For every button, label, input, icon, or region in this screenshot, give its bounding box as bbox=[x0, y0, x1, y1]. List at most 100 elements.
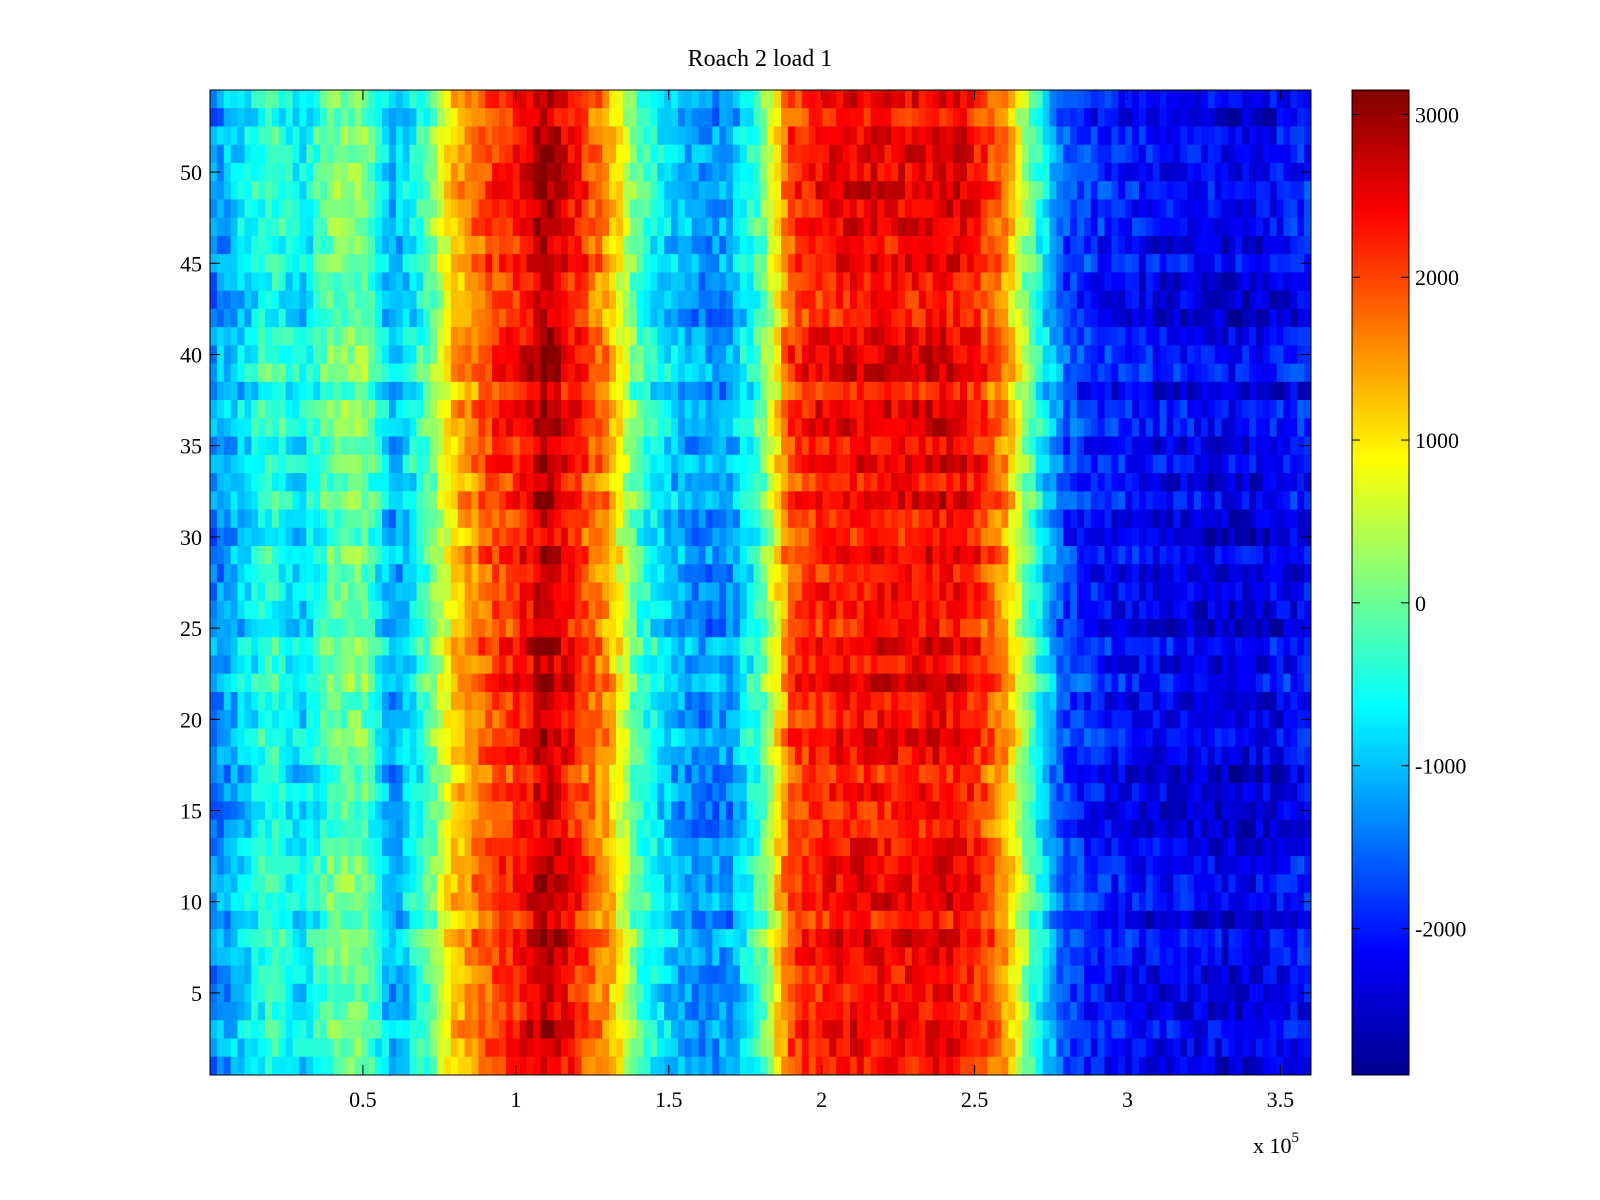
heatmap-cell bbox=[698, 363, 707, 383]
heatmap-cell bbox=[829, 582, 837, 602]
heatmap-cell bbox=[1090, 381, 1099, 401]
heatmap-cell bbox=[905, 509, 913, 529]
heatmap-cell bbox=[801, 308, 810, 328]
heatmap-cell bbox=[801, 144, 810, 164]
heatmap-cell bbox=[746, 199, 755, 219]
heatmap-cell bbox=[836, 199, 844, 219]
heatmap-cell bbox=[299, 546, 307, 565]
heatmap-cell bbox=[1145, 436, 1154, 456]
heatmap-cell bbox=[732, 400, 741, 419]
heatmap-cell bbox=[1283, 637, 1291, 657]
heatmap-cell bbox=[698, 454, 707, 474]
heatmap-cell bbox=[223, 473, 232, 492]
heatmap-cell bbox=[395, 181, 404, 201]
heatmap-cell bbox=[382, 217, 390, 237]
heatmap-cell bbox=[781, 637, 789, 657]
heatmap-cell bbox=[416, 637, 424, 657]
heatmap-cell bbox=[994, 436, 1002, 456]
heatmap-cell bbox=[698, 162, 707, 182]
heatmap-cell bbox=[457, 436, 466, 456]
heatmap-cell bbox=[540, 254, 548, 274]
heatmap-cell bbox=[595, 235, 603, 255]
heatmap-cell bbox=[457, 363, 466, 383]
heatmap-cell bbox=[292, 90, 301, 109]
heatmap-cell bbox=[1077, 381, 1085, 401]
heatmap-cell bbox=[843, 564, 851, 584]
heatmap-cell bbox=[863, 345, 872, 365]
heatmap-cell bbox=[836, 217, 844, 237]
heatmap-cell bbox=[409, 582, 418, 602]
heatmap-cell bbox=[829, 90, 837, 109]
heatmap-cell bbox=[801, 254, 810, 274]
heatmap-cell bbox=[395, 637, 404, 657]
heatmap-cell bbox=[1070, 400, 1078, 419]
heatmap-cell bbox=[1077, 290, 1085, 310]
heatmap-cell bbox=[891, 327, 899, 346]
heatmap-cell bbox=[636, 126, 645, 146]
heatmap-cell bbox=[760, 546, 768, 565]
heatmap-cell bbox=[1187, 162, 1195, 182]
heatmap-cell bbox=[554, 308, 562, 328]
heatmap-cell bbox=[932, 199, 941, 219]
heatmap-cell bbox=[1138, 181, 1147, 201]
heatmap-cell bbox=[1173, 272, 1181, 292]
heatmap-cell bbox=[671, 582, 679, 602]
heatmap-cell bbox=[602, 235, 610, 255]
heatmap-cell bbox=[1042, 217, 1051, 237]
heatmap-cell bbox=[505, 491, 514, 511]
heatmap-cell bbox=[258, 90, 266, 109]
heatmap-cell bbox=[1228, 637, 1236, 657]
heatmap-cell bbox=[664, 235, 672, 255]
heatmap-cell bbox=[815, 217, 824, 237]
heatmap-cell bbox=[402, 618, 411, 638]
heatmap-cell bbox=[409, 90, 418, 109]
heatmap-cell bbox=[471, 637, 479, 657]
heatmap-cell bbox=[898, 144, 906, 164]
heatmap-cell bbox=[258, 527, 266, 547]
heatmap-cell bbox=[1283, 363, 1291, 383]
heatmap-cell bbox=[849, 418, 858, 438]
heatmap-cell bbox=[863, 327, 872, 346]
heatmap-cell bbox=[1125, 108, 1133, 128]
heatmap-cell bbox=[210, 509, 218, 529]
heatmap-cell bbox=[1166, 345, 1174, 365]
heatmap-cell bbox=[464, 454, 473, 474]
heatmap-cell bbox=[1200, 564, 1209, 584]
heatmap-cell bbox=[843, 199, 851, 219]
heatmap-cell bbox=[278, 454, 287, 474]
heatmap-cell bbox=[1111, 363, 1119, 383]
heatmap-cell bbox=[1180, 290, 1188, 310]
heatmap-cell bbox=[581, 363, 590, 383]
heatmap-cell bbox=[746, 436, 755, 456]
heatmap-cell bbox=[760, 308, 768, 328]
heatmap-cell bbox=[615, 600, 624, 620]
heatmap-cell bbox=[671, 235, 679, 255]
heatmap-cell bbox=[313, 90, 321, 109]
heatmap-cell bbox=[849, 381, 858, 401]
heatmap-cell bbox=[1283, 381, 1291, 401]
heatmap-cell bbox=[1001, 381, 1009, 401]
heatmap-cell bbox=[1262, 418, 1271, 438]
heatmap-cell bbox=[409, 308, 418, 328]
heatmap-cell bbox=[388, 199, 397, 219]
heatmap-cell bbox=[609, 254, 617, 274]
heatmap-cell bbox=[430, 564, 438, 584]
heatmap-cell bbox=[320, 418, 328, 438]
heatmap-cell bbox=[643, 345, 651, 365]
heatmap-cell bbox=[732, 454, 741, 474]
heatmap-cell bbox=[375, 418, 383, 438]
heatmap-cell bbox=[1118, 600, 1126, 620]
heatmap-cell bbox=[1063, 90, 1071, 109]
heatmap-cell bbox=[595, 473, 603, 492]
heatmap-cell bbox=[230, 90, 239, 109]
heatmap-cell bbox=[1083, 144, 1092, 164]
heatmap-cell bbox=[753, 418, 762, 438]
heatmap-cell bbox=[519, 418, 528, 438]
heatmap-cell bbox=[636, 582, 645, 602]
heatmap-cell bbox=[265, 454, 273, 474]
heatmap-cell bbox=[1125, 527, 1133, 547]
heatmap-cell bbox=[671, 272, 679, 292]
heatmap-cell bbox=[1187, 181, 1195, 201]
heatmap-cell bbox=[388, 527, 397, 547]
heatmap-cell bbox=[836, 454, 844, 474]
